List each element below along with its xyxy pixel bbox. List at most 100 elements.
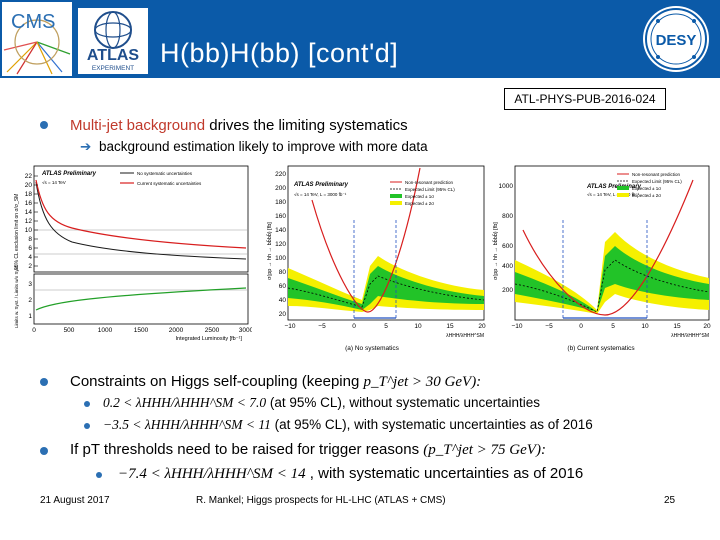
plot-middle-ytick: 20 — [279, 311, 287, 318]
plot-left-xtick: 3000 — [239, 327, 252, 334]
plot-left-ytick: 14 — [25, 209, 33, 216]
bullet-1-dot — [40, 121, 48, 129]
plot-right-expected — [514, 259, 710, 313]
bullet-2b-dot — [84, 423, 90, 429]
plot-middle-legend-4: Expected ± 2σ — [405, 201, 434, 206]
plot-right-xtick: 15 — [673, 323, 681, 330]
bullet-3a-text: , with systematic uncertainties as of 20… — [309, 465, 584, 482]
plot-middle-xlabel: λHHH/λHHH^SM — [446, 333, 484, 339]
plot-left-ytick: 18 — [25, 191, 33, 198]
bullet-1-rest: drives the limiting systematics — [209, 117, 408, 134]
bullet-2a: 0.2 < λHHH/λHHH^SM < 7.0 (at 95% CL), wi… — [103, 395, 540, 411]
bullet-2b-text: (at 95% CL), with systematic uncertainti… — [274, 417, 593, 432]
footer-page-number: 25 — [664, 495, 676, 506]
desy-logo-text: DESY — [656, 32, 697, 49]
cms-logo-text: CMS — [11, 11, 55, 33]
plot-left-ytick: 6 — [28, 245, 32, 252]
plot-left-legend-2: Current systematic uncertainties — [137, 181, 202, 186]
plot-right-ytick: 600 — [502, 243, 513, 250]
plot-left-ytick: 22 — [25, 173, 33, 180]
plot-middle-ytick: 40 — [279, 297, 287, 304]
plot-right-legend-1: Non-resonant prediction — [632, 172, 681, 177]
plot-right-ytick: 200 — [502, 287, 513, 294]
plot-middle: ATLAS Preliminary √s = 14 TeV, L = 3000 … — [262, 160, 490, 356]
bullet-1-highlight: Multi-jet background — [70, 117, 206, 134]
plot-middle-ytick: 80 — [279, 269, 287, 276]
plot-right: ATLAS Preliminary √s = 14 TeV, L = 3000 … — [487, 160, 715, 356]
plot-right-legend-2: Expected Limit (95% CL) — [632, 179, 682, 184]
plot-left-energy: √s = 14 TeV — [42, 180, 66, 185]
reference-box: ATL-PHYS-PUB-2016-024 — [504, 88, 666, 110]
plot-right-xtick: 20 — [703, 323, 711, 330]
atlas-logo-subtext: EXPERIMENT — [92, 65, 134, 72]
plot-left-xtick: 0 — [32, 327, 36, 334]
plot-middle-caption: (a) No systematics — [345, 345, 400, 352]
plot-middle-brand: ATLAS Preliminary — [293, 182, 349, 188]
desy-logo: DESY — [640, 3, 712, 75]
bullet-2a-math: 0.2 < λHHH/λHHH^SM < 7.0 — [103, 395, 267, 410]
plot-left: ATLAS Preliminary √s = 14 TeV No systema… — [12, 160, 254, 342]
bullet-3a-dot — [96, 472, 102, 478]
plot-middle-prediction — [311, 167, 421, 313]
plot-left-ytick: 8 — [28, 236, 32, 243]
footer-date: 21 August 2017 — [40, 495, 110, 506]
bullet-1-text: Multi-jet background drives the limiting… — [70, 117, 408, 134]
bullet-2-text: Constraints on Higgs self-coupling (keep… — [70, 373, 481, 391]
plot-middle-ytick: 160 — [275, 213, 286, 220]
plot-middle-ytick: 200 — [275, 185, 286, 192]
plot-right-caption: (b) Current systematics — [567, 345, 635, 352]
plot-middle-energy: √s = 14 TeV, L = 3000 fb⁻¹ — [294, 192, 347, 197]
bullet-2b: −3.5 < λHHH/λHHH^SM < 11 (at 95% CL), wi… — [103, 417, 593, 433]
plot-middle-ytick: 180 — [275, 199, 286, 206]
plot-right-ytick: 800 — [502, 213, 513, 220]
plot-middle-ytick: 60 — [279, 283, 287, 290]
plot-middle-xtick: 20 — [478, 323, 486, 330]
bullet-3-lead: If pT thresholds need to be raised for t… — [70, 441, 420, 458]
plot-left-xtick: 500 — [64, 327, 75, 334]
plot-middle-expected — [287, 275, 485, 308]
plot-left-brand: ATLAS Preliminary — [41, 171, 97, 177]
bullet-3-math: (p_T^jet > 75 GeV): — [423, 442, 546, 458]
page-title: H(bb)H(bb) [cont'd] — [160, 38, 399, 68]
cms-logo: CMS — [2, 2, 72, 76]
bullet-2a-dot — [84, 401, 90, 407]
plot-middle-xtick: −5 — [318, 323, 326, 330]
plot-left-xtick: 1500 — [134, 327, 149, 334]
plot-left-ylabel-bottom: Limits w. Syst. / Limits w/o Syst. — [14, 264, 19, 328]
plot-middle-ytick: 100 — [275, 255, 286, 262]
plot-middle-legend-1: Non-resonant prediction — [405, 180, 454, 185]
plot-left-xlabel: Integrated Luminosity [fb⁻¹] — [176, 336, 243, 342]
plot-left-xtick: 2500 — [205, 327, 220, 334]
plot-right-xtick: 5 — [611, 323, 615, 330]
plot-right-xlabel: λHHH/λHHH^SM — [671, 333, 709, 339]
plot-right-xtick: −5 — [545, 323, 553, 330]
footer-center: R. Mankel; Higgs prospects for HL-LHC (A… — [196, 495, 446, 506]
plot-middle-ytick: 220 — [275, 171, 286, 178]
plot-left-ytick: 10 — [25, 227, 33, 234]
bullet-2-dot — [40, 378, 48, 386]
bullet-3a-math: −7.4 < λHHH/λHHH^SM < 14 — [118, 466, 306, 482]
plot-middle-ylabel: σ(pp → hh → bb̄bb̄) [fb] — [266, 222, 273, 280]
plot-right-prediction — [522, 179, 694, 316]
plot-right-legend-3: Expected ± 1σ — [632, 186, 661, 191]
bullet-2b-math: −3.5 < λHHH/λHHH^SM < 11 — [103, 417, 271, 432]
plot-middle-legend-3: Expected ± 1σ — [405, 194, 434, 199]
plot-middle-xtick: 15 — [446, 323, 454, 330]
plot-left-ytick: 1 — [28, 313, 32, 320]
plot-middle-xtick: 5 — [384, 323, 388, 330]
plot-left-ytick: 20 — [25, 182, 33, 189]
plot-left-ytick: 12 — [25, 218, 33, 225]
bullet-3a: −7.4 < λHHH/λHHH^SM < 14 , with systemat… — [118, 465, 583, 483]
plot-middle-xtick: −10 — [284, 323, 295, 330]
plot-middle-ytick: 140 — [275, 227, 286, 234]
atlas-logo-text: ATLAS — [87, 47, 139, 64]
plot-left-xtick: 2000 — [169, 327, 184, 334]
plot-left-xtick: 1000 — [98, 327, 113, 334]
bullet-3-dot — [40, 447, 48, 455]
arrow-icon: ➔ — [80, 139, 92, 154]
plot-right-xtick: −10 — [511, 323, 522, 330]
plot-left-ytick: 16 — [25, 200, 33, 207]
plot-middle-legend-2: Expected Limit (95% CL) — [405, 187, 455, 192]
plot-left-ytick: 4 — [28, 254, 32, 261]
plot-left-ylabel-top: 95% CL exclusion limit on σ/σ_SM — [14, 194, 20, 270]
